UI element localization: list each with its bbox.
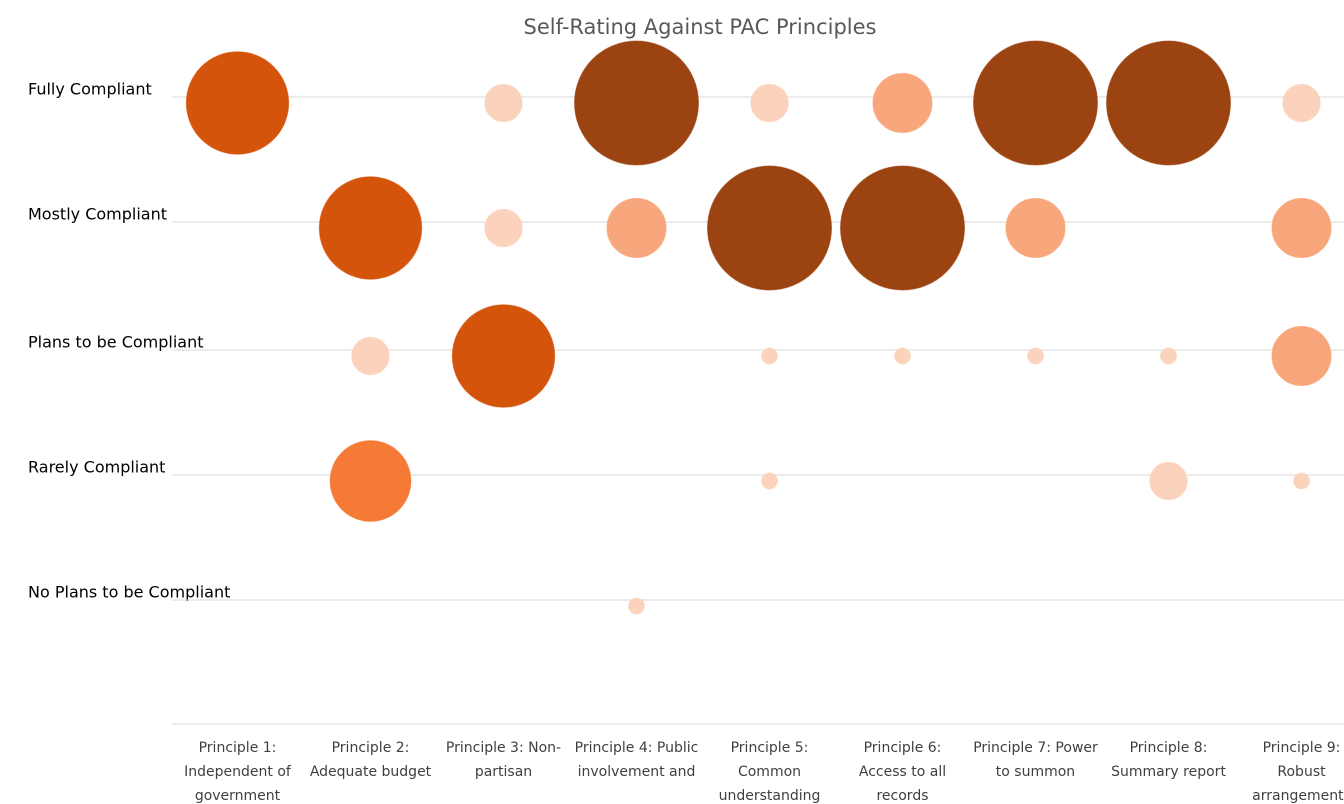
y-tick-label: Plans to be Compliant bbox=[28, 333, 204, 352]
chart-title: Self-Rating Against PAC Principles bbox=[524, 15, 877, 39]
bubble bbox=[707, 165, 832, 291]
bubble bbox=[318, 176, 423, 280]
x-tick-label: Principle 1: Independent of government bbox=[184, 740, 291, 804]
bubble bbox=[1160, 347, 1177, 365]
bubble bbox=[894, 347, 911, 365]
bubble bbox=[451, 304, 556, 408]
bubble bbox=[1005, 197, 1066, 259]
bubble bbox=[1271, 325, 1332, 387]
bubble bbox=[484, 208, 523, 248]
bubble bbox=[872, 72, 933, 134]
y-tick-label: Fully Compliant bbox=[28, 80, 152, 99]
bubble bbox=[1293, 472, 1310, 490]
y-tick-label: No Plans to be Compliant bbox=[28, 583, 230, 602]
x-tick-label: Principle 6: Access to all records bbox=[858, 740, 947, 804]
x-tick-label: Principle 4: Public involvement and bbox=[574, 740, 699, 780]
bubble bbox=[840, 165, 965, 291]
x-tick-label: Principle 2: Adequate budget bbox=[309, 740, 432, 780]
bubble bbox=[1282, 83, 1321, 123]
bubble bbox=[1106, 40, 1231, 166]
x-tick-label: Principle 3: Non-partisan bbox=[445, 740, 562, 780]
bubble bbox=[351, 336, 390, 376]
bubble bbox=[973, 40, 1098, 166]
bubble bbox=[185, 51, 290, 155]
y-tick-label: Rarely Compliant bbox=[28, 458, 165, 477]
bubble bbox=[574, 40, 699, 166]
bubble bbox=[750, 83, 789, 123]
x-tick-label: Principle 5: Common understanding bbox=[718, 740, 821, 804]
x-tick-label: Principle 7: Power to summon bbox=[973, 740, 1098, 780]
bubble bbox=[761, 347, 778, 365]
bubble bbox=[606, 197, 667, 259]
bubble bbox=[1149, 461, 1188, 501]
y-tick-label: Mostly Compliant bbox=[28, 205, 167, 224]
bubble bbox=[329, 440, 412, 522]
bubble bbox=[484, 83, 523, 123]
x-tick-label: Principle 9: Robust arrangements bbox=[1252, 740, 1344, 804]
x-tick-label: Principle 8: Summary report bbox=[1111, 740, 1226, 780]
bubble bbox=[628, 597, 645, 615]
bubble bbox=[761, 472, 778, 490]
bubble bbox=[1271, 197, 1332, 259]
bubble bbox=[1027, 347, 1044, 365]
